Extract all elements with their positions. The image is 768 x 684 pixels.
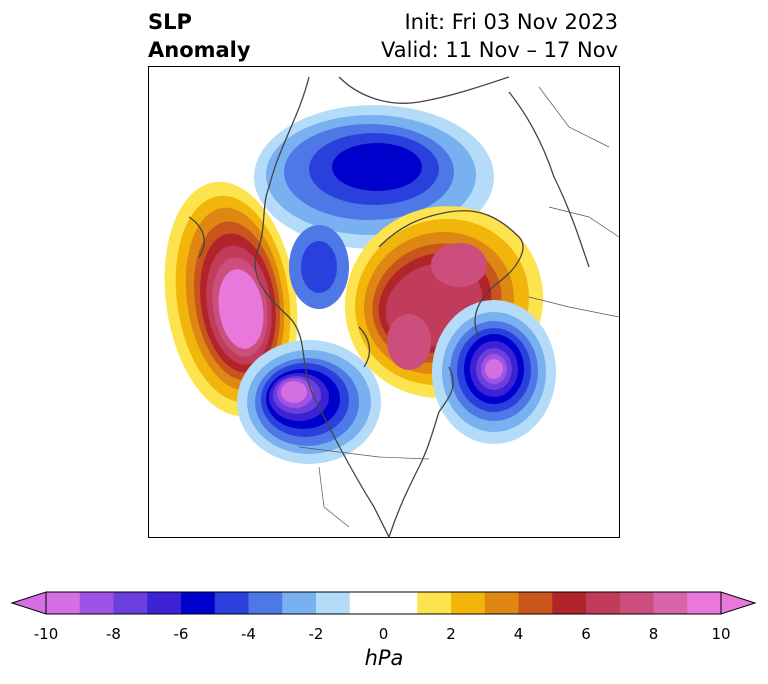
map-title: SLP Anomaly — [148, 8, 251, 64]
colorbar-cell — [214, 592, 249, 614]
colorbar-cell — [552, 592, 587, 614]
colorbar-tick-label: -8 — [106, 625, 121, 643]
colorbar-tick-label: 10 — [711, 625, 731, 643]
colorbar-cell — [484, 592, 519, 614]
colorbar-outline — [45, 591, 722, 615]
valid-range: Valid: 11 Nov – 17 Nov — [381, 38, 618, 62]
colorbar-cells — [46, 592, 722, 614]
colorbar-tick-label: 0 — [378, 625, 389, 643]
title-field: Anomaly — [148, 38, 251, 62]
colorbar-tick-label: 6 — [581, 625, 591, 643]
colorbar-cell — [79, 592, 114, 614]
map-canvas — [164, 76, 619, 537]
colorbar-tick-label: -6 — [173, 625, 189, 643]
colorbar-extend-low — [10, 591, 47, 615]
colorbar-tick-label: -4 — [241, 625, 256, 643]
colorbar-cell — [619, 592, 654, 614]
colorbar-tick-label: 2 — [446, 625, 456, 643]
atlantic-low-anomaly — [432, 300, 556, 444]
colorbar-cell — [653, 592, 688, 614]
colorbar-cell — [248, 592, 283, 614]
colorbar-tick-label: -10 — [33, 625, 59, 643]
colorbar-cell — [383, 592, 418, 614]
colorbar-cell — [46, 592, 81, 614]
colorbar-cell — [451, 592, 486, 614]
colorbar-cell — [518, 592, 553, 614]
colorbar-cell — [181, 592, 216, 614]
colorbar-tick-label: -2 — [308, 625, 324, 643]
colorbar-tick-label: 8 — [648, 625, 659, 643]
title-variable: SLP — [148, 10, 192, 34]
colorbar — [10, 591, 757, 615]
anomaly-map — [148, 66, 620, 538]
colorbar-cell — [282, 592, 317, 614]
colorbar-extend-high — [720, 591, 757, 615]
colorbar-cell — [316, 592, 351, 614]
coastlines — [188, 76, 590, 537]
colorbar-cell — [147, 592, 182, 614]
west-coast-low-anomaly — [237, 340, 381, 464]
colorbar-cell — [586, 592, 621, 614]
colorbar-unit: hPa — [364, 646, 404, 670]
colorbar-cell — [417, 592, 452, 614]
init-date: Init: Fri 03 Nov 2023 — [404, 10, 618, 34]
colorbar-tick-label: 4 — [513, 625, 524, 643]
siberia-low-anomaly — [254, 105, 494, 309]
map-subtitle: Init: Fri 03 Nov 2023 Valid: 11 Nov – 17… — [381, 8, 618, 64]
colorbar-cell — [349, 592, 384, 614]
political-borders — [298, 86, 619, 528]
colorbar-cell — [113, 592, 148, 614]
pacific-high-anomaly — [164, 181, 298, 417]
colorbar-cell — [687, 592, 722, 614]
